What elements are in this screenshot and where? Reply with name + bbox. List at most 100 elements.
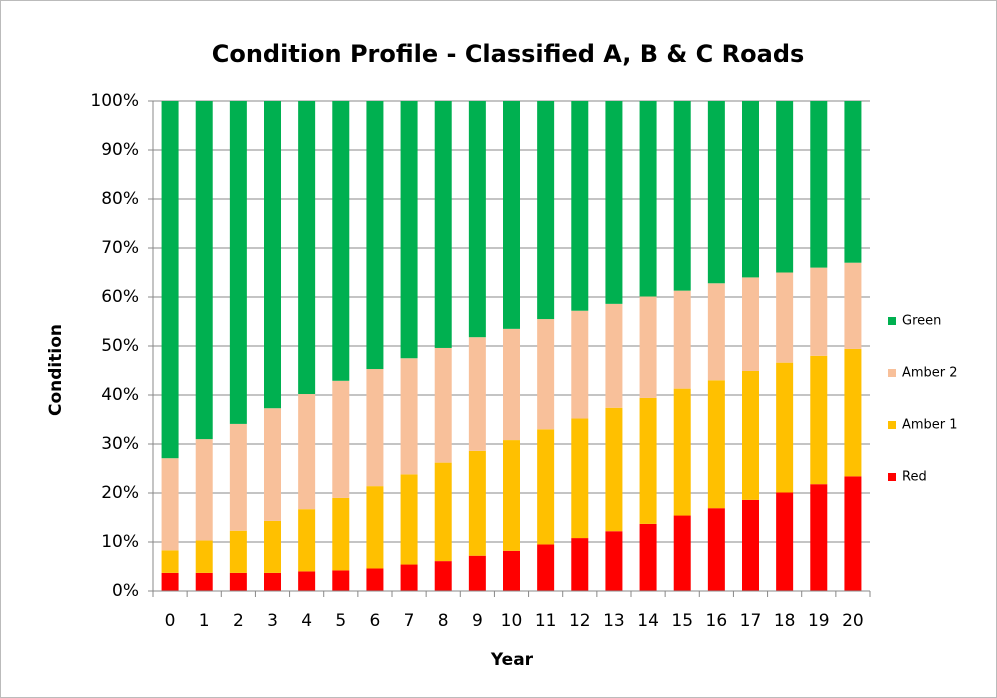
x-tick-label: 3 (267, 611, 278, 631)
bar-segment (332, 570, 350, 591)
bar-segment (537, 101, 555, 320)
legend-swatch (888, 317, 896, 325)
bar-segment (161, 458, 179, 551)
bar-segment (400, 564, 418, 591)
bar-segment (400, 474, 418, 565)
bar-segment (400, 101, 418, 359)
x-tick-label: 7 (404, 611, 415, 631)
bar-segment (639, 397, 657, 524)
bar-segment (537, 544, 555, 591)
bar-segment (298, 394, 316, 510)
bar-segment (161, 550, 179, 573)
bar-segment (366, 101, 384, 370)
bar-segment (195, 439, 213, 541)
bar-segment (468, 555, 486, 591)
legend-label: Red (902, 470, 927, 485)
x-tick-label: 11 (535, 611, 557, 631)
x-tick-label: 10 (501, 611, 523, 631)
bar-segment (298, 571, 316, 591)
bar-segment (434, 347, 452, 463)
y-tick-label: 90% (101, 140, 139, 160)
y-tick-label: 50% (101, 336, 139, 356)
bar-segment (673, 101, 691, 291)
bar-segment (707, 380, 725, 509)
chart-title: Condition Profile - Classified A, B & C … (212, 40, 805, 68)
bar-segment (332, 497, 350, 571)
bar-segment (264, 101, 281, 409)
bar-segment (195, 540, 213, 573)
bar-segment (810, 101, 828, 268)
bar-segment (366, 486, 384, 569)
y-tick-label: 100% (90, 91, 139, 111)
bar-segment (161, 572, 179, 591)
bar-segment (605, 101, 623, 304)
y-tick-label: 60% (101, 287, 139, 307)
bar-segment (810, 355, 828, 485)
bar-segment (229, 530, 247, 573)
bar-segment (264, 520, 281, 573)
bar-segment (707, 283, 725, 381)
x-tick-label: 20 (842, 611, 864, 631)
bar-segment (229, 423, 247, 531)
x-tick-label: 8 (438, 611, 449, 631)
bar-segment (229, 572, 247, 591)
legend-swatch (888, 421, 896, 429)
bar-segment (468, 101, 486, 338)
y-tick-label: 70% (101, 238, 139, 258)
bar-segment (264, 408, 281, 521)
bar-segment (639, 101, 657, 297)
bar-segment (298, 101, 316, 395)
y-tick-label: 40% (101, 385, 139, 405)
bar-segment (264, 572, 281, 591)
x-tick-label: 12 (569, 611, 591, 631)
x-tick-label: 6 (370, 611, 381, 631)
bar-segment (742, 101, 759, 278)
bar-segment (742, 499, 759, 591)
bar-segment (571, 310, 589, 419)
bar-segment (673, 515, 691, 591)
y-tick-label: 10% (101, 532, 139, 552)
bar-segment (195, 572, 213, 591)
bar-segment (468, 450, 486, 556)
bar-segment (229, 101, 247, 424)
bar-segment (673, 388, 691, 516)
bar-segment (707, 101, 725, 284)
y-tick-label: 80% (101, 189, 139, 209)
x-tick-label: 2 (233, 611, 244, 631)
legend-label: Green (902, 314, 941, 329)
bar-segment (161, 101, 179, 459)
x-tick-label: 0 (165, 611, 176, 631)
bar-segment (742, 277, 759, 371)
x-tick-label: 18 (774, 611, 796, 631)
bar-segment (434, 101, 452, 348)
bar-segment (537, 429, 555, 545)
bar-segment (639, 523, 657, 591)
bar-segment (195, 101, 213, 440)
y-tick-label: 0% (112, 581, 139, 601)
x-axis-label: Year (490, 650, 534, 670)
bar-segment (503, 101, 520, 329)
bar-segment (844, 262, 862, 349)
bar-segment (503, 550, 520, 591)
x-tick-label: 5 (335, 611, 346, 631)
bar-segment (639, 296, 657, 398)
x-tick-label: 4 (301, 611, 312, 631)
x-tick-label: 17 (740, 611, 762, 631)
bar-segment (776, 362, 794, 493)
legend-label: Amber 2 (902, 366, 958, 381)
bar-segment (844, 101, 862, 263)
bar-segment (400, 358, 418, 475)
bar-segment (844, 476, 862, 591)
bar-segment (810, 484, 828, 591)
y-tick-label: 20% (101, 483, 139, 503)
bar-segment (366, 568, 384, 591)
bar-segment (366, 369, 384, 487)
bar-segment (776, 101, 794, 273)
x-tick-label: 9 (472, 611, 483, 631)
x-tick-label: 19 (808, 611, 830, 631)
bar-segment (434, 462, 452, 562)
bar-segment (605, 531, 623, 591)
bar-segment (571, 101, 589, 311)
bar-segment (332, 380, 350, 498)
